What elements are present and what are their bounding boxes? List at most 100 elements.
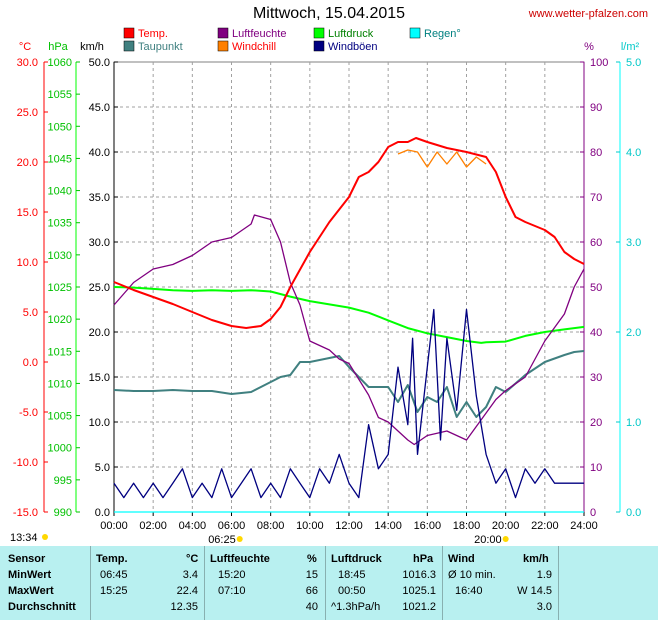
legend-label: Taupunkt <box>138 41 183 53</box>
x-tick-label: 18:00 <box>453 520 481 532</box>
row-value: W 14.5 <box>517 585 552 597</box>
wind_kmh-tick-label: 35.0 <box>89 192 110 204</box>
rain_lm2-tick-label: 2.0 <box>626 327 641 339</box>
wind-axis-title: km/h <box>80 41 104 53</box>
legend-swatch <box>123 27 135 39</box>
row-value: 40 <box>305 601 318 613</box>
pressure_hpa-tick-label: 995 <box>54 475 72 487</box>
row-time: 07:10 <box>218 585 246 597</box>
wind_kmh-tick-label: 30.0 <box>89 237 110 249</box>
statistics-table: Sensor Temp. °C Luftfeuchte % Luftdruck … <box>0 546 658 620</box>
rain_lm2-tick-label: 3.0 <box>626 237 641 249</box>
x-tick-label: 14:00 <box>374 520 402 532</box>
weather-chart: 30.0 25.0 20.0 15.0 10.0 5.0 0.0 -5.0 -10.0 -15.0… <box>10 27 641 546</box>
row-value: 1016.3 <box>402 569 436 581</box>
row-value: 66 <box>305 585 318 597</box>
series-luftfeuchte <box>113 214 585 446</box>
pressure_hpa-tick-label: 1000 <box>48 443 72 455</box>
header-pressure: Luftdruck <box>331 553 382 565</box>
humidity_pct-tick-label: 10 <box>590 462 602 474</box>
pressure_hpa-tick-label: 1010 <box>48 378 72 390</box>
row-time: 06:45 <box>100 569 128 581</box>
legend-swatch <box>123 40 135 52</box>
x-tick-label: 00:00 <box>100 520 128 532</box>
series-taupunkt <box>113 350 585 418</box>
humidity_pct-tick-label: 90 <box>590 102 602 114</box>
series-luftdruck <box>113 286 585 344</box>
pressure_hpa-tick-label: 990 <box>54 507 72 519</box>
sunrise-time: 06:25 <box>208 534 236 546</box>
header-wind: Wind <box>448 553 475 565</box>
pressure_hpa-tick-label: 1060 <box>48 57 72 69</box>
legend-swatch <box>313 40 325 52</box>
temp_c-tick-label: -15.0 <box>13 507 38 519</box>
pressure_hpa-tick-label: 1055 <box>48 89 72 101</box>
wind_kmh-tick-label: 10.0 <box>89 417 110 429</box>
rain_lm2-tick-label: 0.0 <box>626 507 641 519</box>
legend-label: Temp. <box>138 28 168 40</box>
x-tick-label: 06:00 <box>218 520 246 532</box>
temp_c-tick-label: 15.0 <box>17 207 38 219</box>
humidity_pct-tick-label: 50 <box>590 282 602 294</box>
pressure-axis-title: hPa <box>48 41 68 53</box>
day-length: 13:34 <box>10 532 38 544</box>
row-wind-desc: Ø 10 min. <box>448 569 496 581</box>
series-windben <box>113 308 584 499</box>
site-link[interactable]: www.wetter-pfalzen.com <box>528 8 648 20</box>
sun-icon <box>42 534 48 540</box>
header-humidity-unit: % <box>307 553 317 565</box>
x-tick-label: 04:00 <box>179 520 207 532</box>
header-temp: Temp. <box>96 553 128 565</box>
humidity_pct-tick-label: 30 <box>590 372 602 384</box>
x-tick-label: 10:00 <box>296 520 324 532</box>
row-value: 1021.2 <box>402 601 436 613</box>
row-time: 15:20 <box>218 569 246 581</box>
wind_kmh-tick-label: 20.0 <box>89 327 110 339</box>
wind_kmh-tick-label: 45.0 <box>89 102 110 114</box>
wind_kmh-tick-label: 50.0 <box>89 57 110 69</box>
row-label: MaxWert <box>8 585 54 597</box>
temp_c-tick-label: 5.0 <box>23 307 38 319</box>
legend-label: Luftdruck <box>328 28 374 40</box>
legend-swatch <box>409 27 421 39</box>
row-pressure-trend: ^1.3hPa/h <box>331 601 381 613</box>
temp_c-tick-label: 10.0 <box>17 257 38 269</box>
row-value: 12.35 <box>170 601 198 613</box>
x-tick-label: 02:00 <box>139 520 167 532</box>
temp_c-tick-label: 0.0 <box>23 357 38 369</box>
row-label: MinWert <box>8 569 52 581</box>
row-time: 00:50 <box>338 585 366 597</box>
humidity_pct-tick-label: 20 <box>590 417 602 429</box>
rain_lm2-tick-label: 4.0 <box>626 147 641 159</box>
temp_c-tick-label: 30.0 <box>17 57 38 69</box>
row-value: 15 <box>305 569 318 581</box>
row-value: 1025.1 <box>402 585 436 597</box>
pressure_hpa-tick-label: 1035 <box>48 218 72 230</box>
sunset-time: 20:00 <box>474 534 502 546</box>
x-tick-label: 20:00 <box>492 520 520 532</box>
x-tick-label: 12:00 <box>335 520 363 532</box>
legend-label: Windböen <box>328 41 378 53</box>
legend-swatch <box>313 27 325 39</box>
series-windchill <box>397 149 487 168</box>
sunset-icon <box>502 536 509 542</box>
row-value: 22.4 <box>176 585 198 597</box>
row-time: 15:25 <box>100 585 128 597</box>
chart-title: Mittwoch, 15.04.2015 <box>252 5 406 22</box>
temp_c-tick-label: 20.0 <box>17 157 38 169</box>
humidity-axis-title: % <box>584 41 594 53</box>
header-temp-unit: °C <box>186 553 199 565</box>
x-tick-label: 24:00 <box>570 520 598 532</box>
rain_lm2-tick-label: 1.0 <box>626 417 641 429</box>
x-tick-label: 22:00 <box>531 520 559 532</box>
header-wind-unit: km/h <box>523 553 549 565</box>
pressure_hpa-tick-label: 1030 <box>48 250 72 262</box>
pressure_hpa-tick-label: 1020 <box>48 314 72 326</box>
x-tick-label: 16:00 <box>414 520 442 532</box>
legend-label: Luftfeuchte <box>232 28 286 40</box>
legend-label: Windchill <box>232 41 276 53</box>
temp_c-tick-label: -10.0 <box>13 457 38 469</box>
x-tick-label: 08:00 <box>257 520 285 532</box>
header-humidity: Luftfeuchte <box>210 553 270 565</box>
wind_kmh-tick-label: 5.0 <box>95 462 110 474</box>
